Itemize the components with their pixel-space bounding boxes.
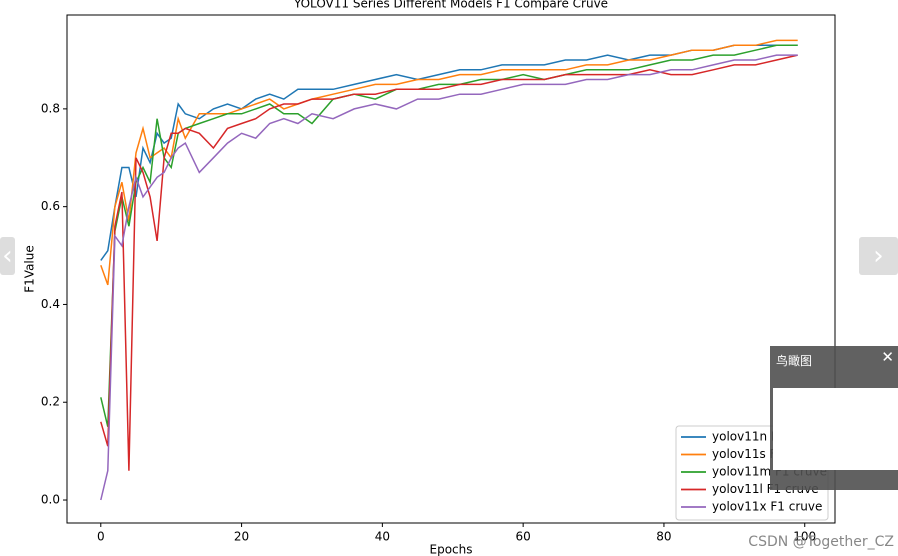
plot-frame (66, 14, 836, 524)
x-tick-label: 80 (656, 530, 671, 544)
series-line (100, 44, 798, 261)
next-button[interactable]: › (859, 237, 898, 275)
series-line (100, 54, 798, 471)
y-tick-label: 0.0 (41, 493, 60, 507)
x-tick-label: 0 (97, 530, 105, 544)
overview-panel: 鸟瞰图 ✕ (770, 346, 898, 490)
y-tick-label: 0.8 (41, 101, 60, 115)
y-tick-label: 0.6 (41, 199, 60, 213)
x-axis-label: Epochs (430, 543, 473, 556)
overview-title: 鸟瞰图 (776, 354, 813, 368)
y-tick-label: 0.2 (41, 395, 60, 409)
x-tick-label: 20 (234, 530, 249, 544)
series-line (100, 44, 798, 427)
series-line (100, 54, 798, 501)
legend-label: yolov11x F1 cruve (712, 500, 822, 514)
close-button[interactable]: ✕ (881, 348, 894, 366)
x-tick-label: 100 (793, 530, 816, 544)
watermark: CSDN @Together_CZ (748, 534, 894, 550)
y-axis-label: F1Value (23, 245, 37, 293)
x-tick-label: 40 (375, 530, 390, 544)
x-tick-label: 60 (516, 530, 531, 544)
series-line (100, 39, 798, 286)
overview-thumbnail[interactable] (773, 388, 898, 470)
prev-button[interactable]: ‹ (0, 237, 15, 275)
y-tick-label: 0.4 (41, 297, 60, 311)
chart-title: YOLOV11 Series Different Models F1 Compa… (293, 0, 608, 11)
